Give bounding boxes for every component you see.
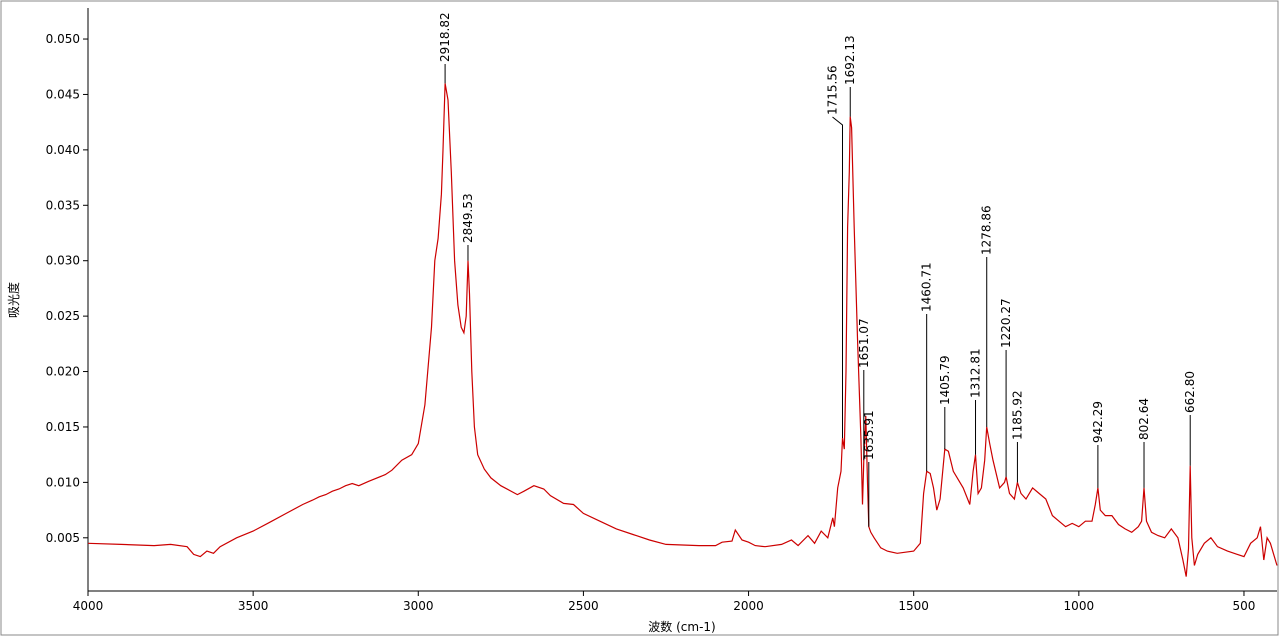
peak-label: 942.29 (1091, 401, 1105, 443)
peak-label: 1715.56 (825, 65, 839, 115)
y-axis-title: 吸光度 (6, 282, 21, 318)
peak-label: 802.64 (1137, 398, 1151, 440)
y-tick-label: 0.040 (46, 143, 80, 157)
y-tick-label: 0.050 (46, 32, 80, 46)
x-tick-label: 500 (1233, 599, 1256, 613)
x-tick-label: 3000 (403, 599, 434, 613)
x-tick-label: 1000 (1064, 599, 1095, 613)
peak-label: 1278.86 (980, 205, 994, 255)
y-tick-label: 0.045 (46, 87, 80, 101)
x-tick-label: 1500 (898, 599, 929, 613)
peak-label: 2849.53 (461, 193, 475, 243)
y-tick-label: 0.035 (46, 198, 80, 212)
peak-label: 1635.91 (862, 410, 876, 460)
y-tick-label: 0.020 (46, 365, 80, 379)
x-axis-title: 波数 (cm-1) (648, 619, 715, 634)
peak-label: 1460.71 (920, 262, 934, 312)
y-tick-label: 0.010 (46, 475, 80, 489)
x-tick-label: 2500 (568, 599, 599, 613)
y-tick-label: 0.015 (46, 420, 80, 434)
x-tick-label: 4000 (73, 599, 104, 613)
spectrum-line (87, 83, 1278, 577)
y-tick-label: 0.005 (46, 531, 80, 545)
peak-label: 1692.13 (843, 35, 857, 85)
x-tick-label: 3500 (238, 599, 269, 613)
peak-leader (832, 116, 843, 439)
peak-label: 662.80 (1183, 371, 1197, 413)
peak-label: 1220.27 (999, 298, 1013, 348)
peak-label: 1405.79 (938, 355, 952, 405)
peak-label: 1312.81 (969, 348, 983, 398)
y-tick-label: 0.030 (46, 254, 80, 268)
peak-label: 2918.82 (438, 12, 452, 62)
y-tick-label: 0.025 (46, 309, 80, 323)
peak-label: 1185.92 (1010, 390, 1024, 440)
peak-label: 1651.07 (857, 318, 871, 368)
x-tick-label: 2000 (733, 599, 764, 613)
